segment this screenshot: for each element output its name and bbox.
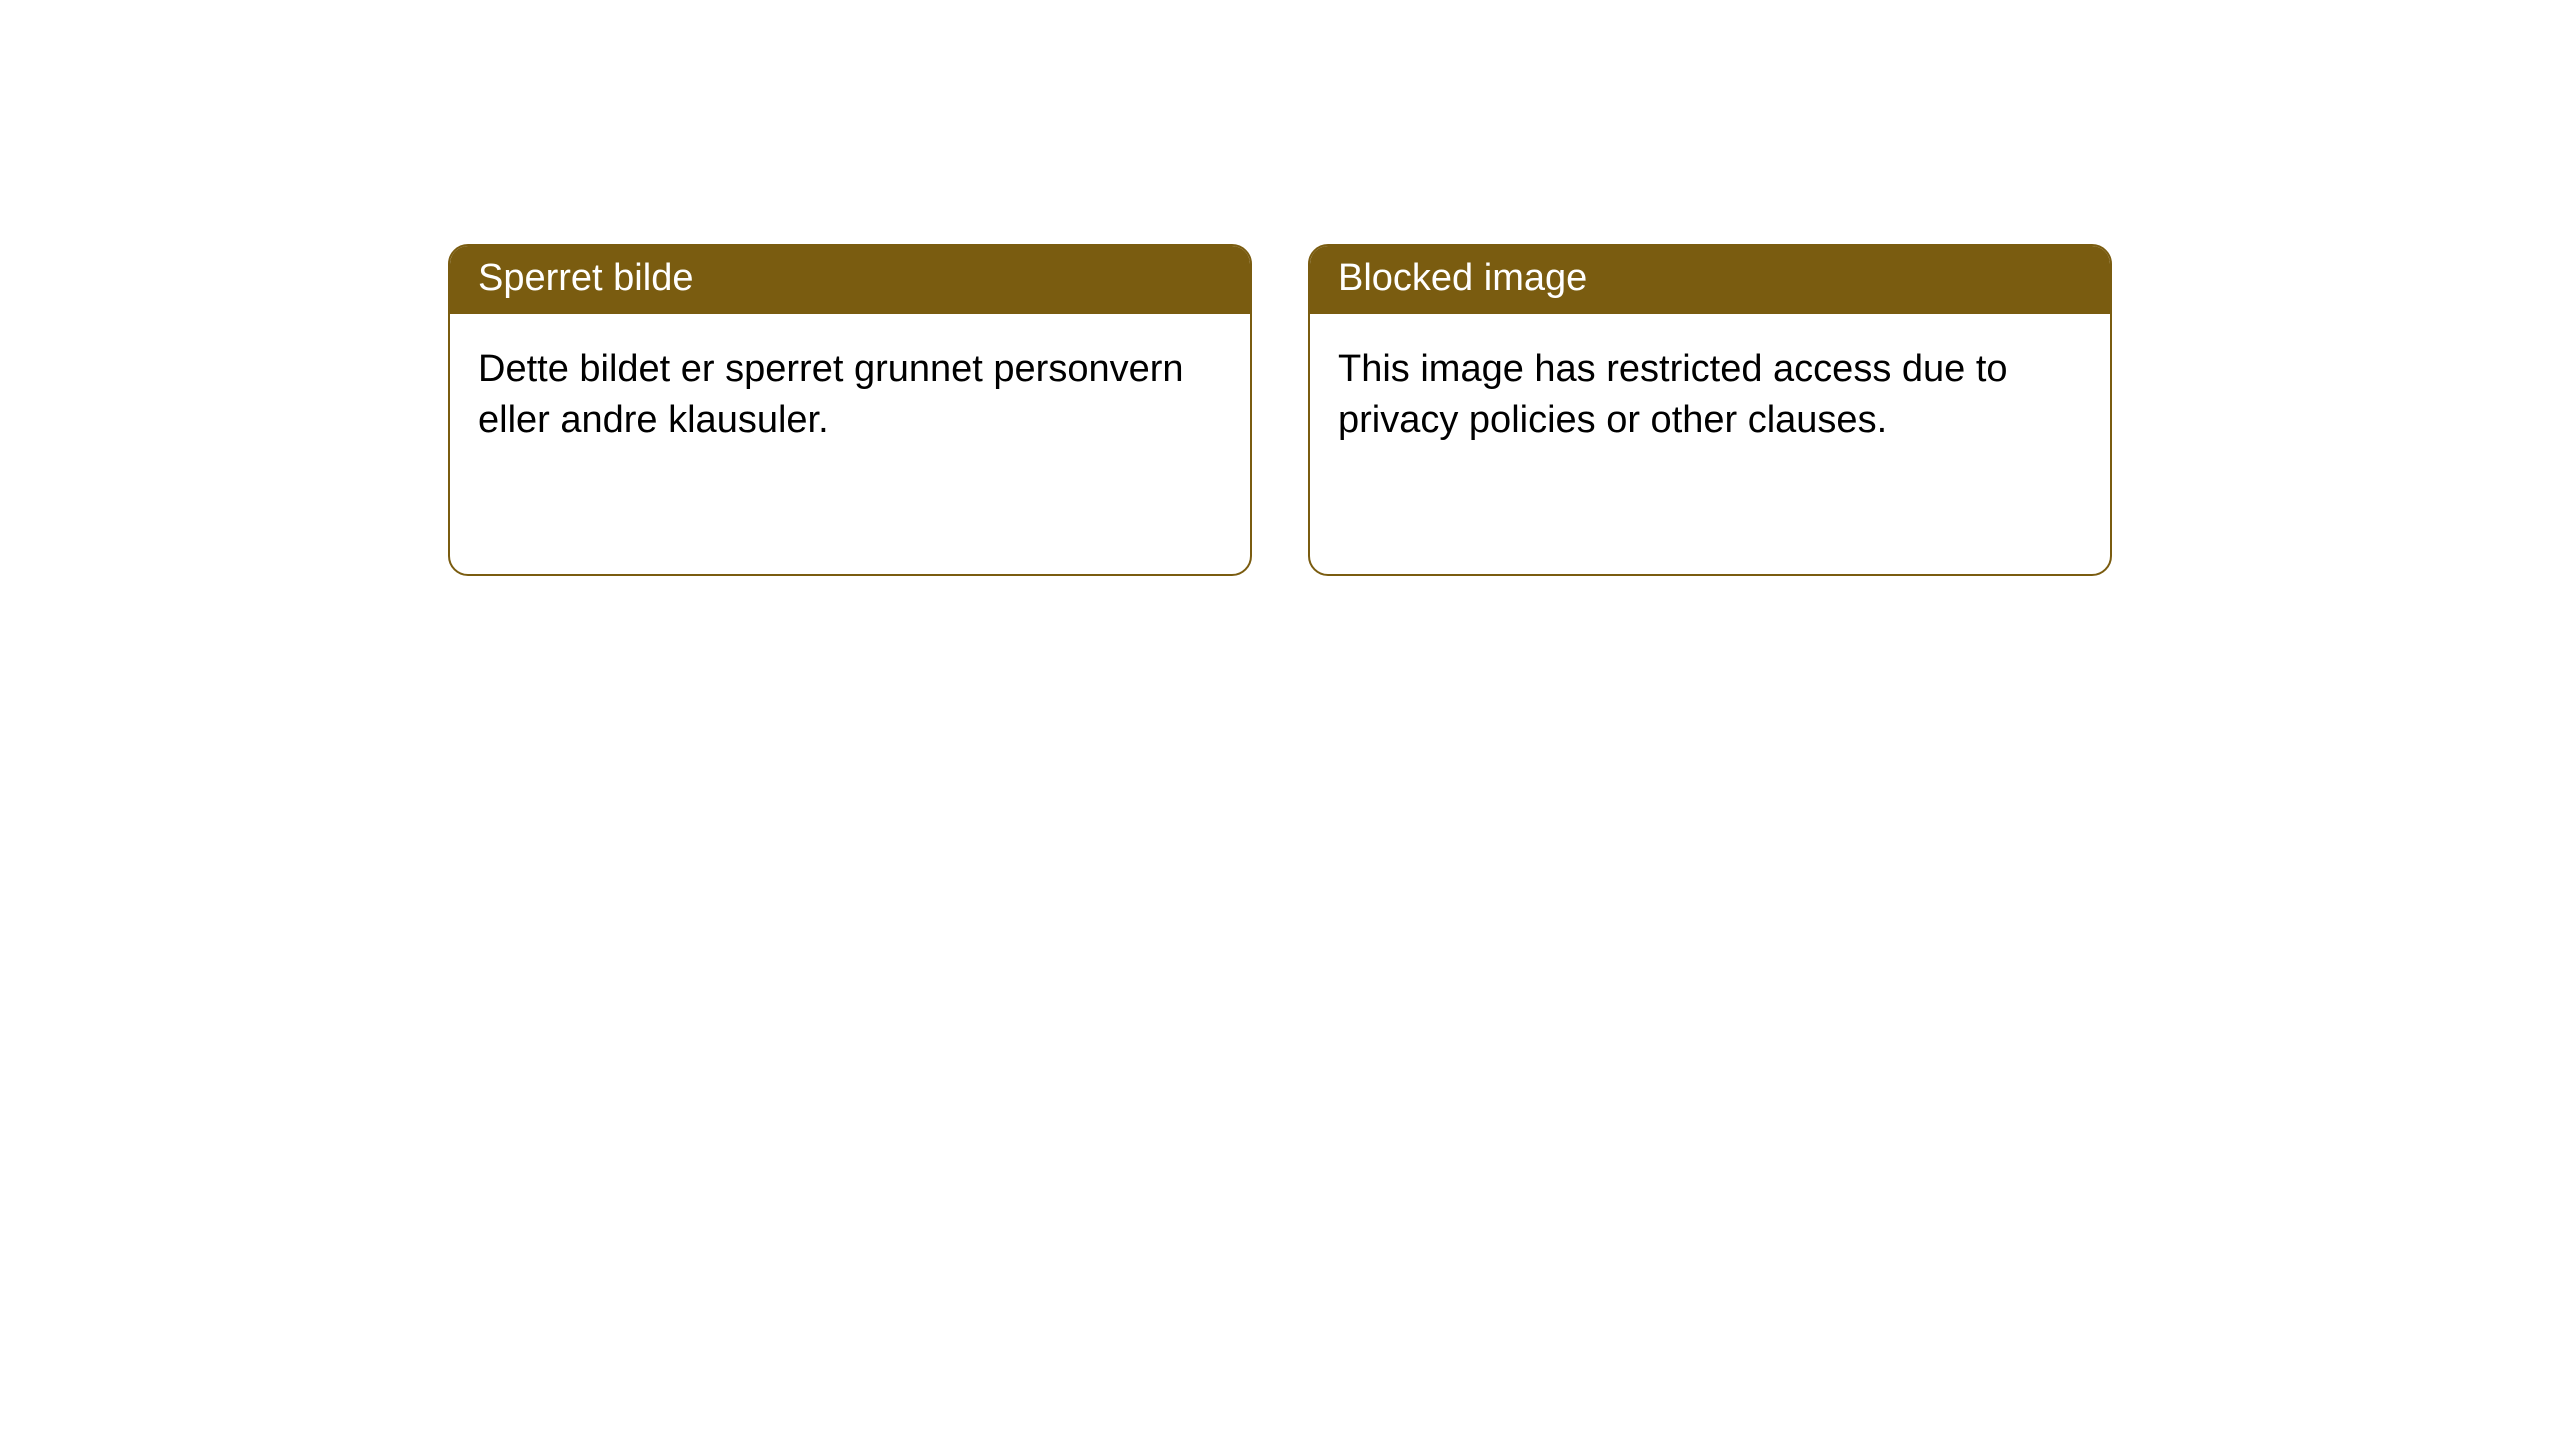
card-body-text: Dette bildet er sperret grunnet personve… [450,314,1250,574]
notice-container: Sperret bilde Dette bildet er sperret gr… [0,0,2560,576]
blocked-image-card-en: Blocked image This image has restricted … [1308,244,2112,576]
card-body-text: This image has restricted access due to … [1310,314,2110,574]
card-title: Sperret bilde [450,246,1250,314]
card-title: Blocked image [1310,246,2110,314]
blocked-image-card-no: Sperret bilde Dette bildet er sperret gr… [448,244,1252,576]
